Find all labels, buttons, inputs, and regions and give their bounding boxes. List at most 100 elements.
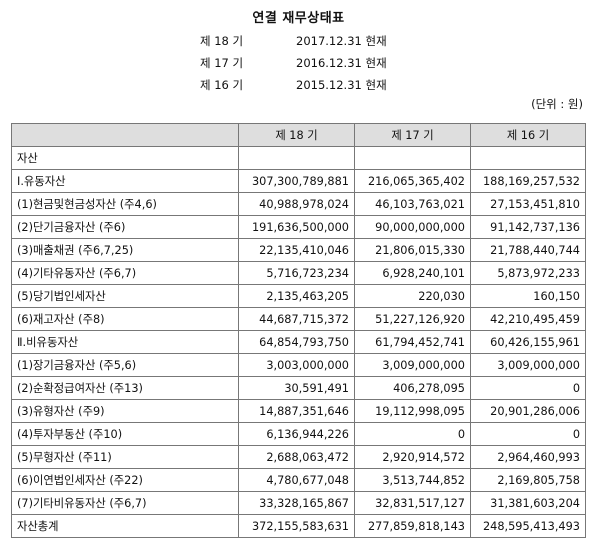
table-row: (5)무형자산 (주11) 2,688,063,472 2,920,914,572 2… [11, 445, 586, 469]
header-cell-period-16: 제 16 기 [470, 123, 586, 147]
period-row: 제 16 기 2015.12.31 현재 [200, 74, 387, 96]
amount-cell: 406,278,095 [354, 376, 471, 400]
account-name-cell: 자산총계 [11, 514, 239, 538]
amount-cell: 19,112,998,095 [354, 399, 471, 423]
amount-cell: 3,003,000,000 [238, 353, 355, 377]
table-row: (3)매출채권 (주6,7,25) 22,135,410,046 21,806,01… [11, 238, 586, 262]
account-name-cell: (1)장기금융자산 (주5,6) [11, 353, 239, 377]
table-row: (6)이연법인세자산 (주22) 4,780,677,048 3,513,744,8… [11, 468, 586, 492]
table-row: 자산총계 372,155,583,631 277,859,818,143 248,59… [11, 514, 586, 538]
account-name-cell: (5)무형자산 (주11) [11, 445, 239, 469]
account-name-cell: (4)기타유동자산 (주6,7) [11, 261, 239, 285]
amount-cell: 160,150 [470, 284, 586, 308]
amount-cell: 2,920,914,572 [354, 445, 471, 469]
account-name-cell: (4)투자부동산 (주10) [11, 422, 239, 446]
amount-cell: 5,873,972,233 [470, 261, 586, 285]
account-name-cell: (3)매출채권 (주6,7,25) [11, 238, 239, 262]
table-row: (5)당기법인세자산 2,135,463,205 220,030 160,150 [11, 284, 586, 308]
amount-cell: 14,887,351,646 [238, 399, 355, 423]
table-row: (7)기타비유동자산 (주6,7) 33,328,165,867 32,831,51… [11, 491, 586, 515]
amount-cell: 3,513,744,852 [354, 468, 471, 492]
amount-cell: 91,142,737,136 [470, 215, 586, 239]
account-name-cell: 자산 [11, 146, 239, 170]
balance-sheet-table: 제 18 기 제 17 기 제 16 기 자산 Ⅰ.유동자산 307,300,789… [11, 123, 586, 538]
amount-cell: 220,030 [354, 284, 471, 308]
table-row: (4)기타유동자산 (주6,7) 5,716,723,234 6,928,240,1… [11, 261, 586, 285]
amount-cell: 6,928,240,101 [354, 261, 471, 285]
amount-cell: 5,716,723,234 [238, 261, 355, 285]
amount-cell: 2,964,460,993 [470, 445, 586, 469]
amount-cell: 0 [354, 422, 471, 446]
account-name-cell: (2)순확정급여자산 (주13) [11, 376, 239, 400]
amount-cell: 3,009,000,000 [354, 353, 471, 377]
amount-cell: 188,169,257,532 [470, 169, 586, 193]
period-row: 제 17 기 2016.12.31 현재 [200, 52, 387, 74]
period-label: 제 16 기 [200, 78, 244, 92]
amount-cell: 33,328,165,867 [238, 491, 355, 515]
header-cell-period-18: 제 18 기 [238, 123, 355, 147]
table-row: (3)유형자산 (주9) 14,887,351,646 19,112,998,095… [11, 399, 586, 423]
amount-cell: 4,780,677,048 [238, 468, 355, 492]
account-name-cell: Ⅱ.비유동자산 [11, 330, 239, 354]
amount-cell: 60,426,155,961 [470, 330, 586, 354]
amount-cell: 2,688,063,472 [238, 445, 355, 469]
account-name-cell: (6)이연법인세자산 (주22) [11, 468, 239, 492]
table-row: Ⅱ.비유동자산 64,854,793,750 61,794,452,741 60,42… [11, 330, 586, 354]
table-header-row: 제 18 기 제 17 기 제 16 기 [11, 123, 586, 147]
amount-cell: 20,901,286,006 [470, 399, 586, 423]
table-row: (2)순확정급여자산 (주13) 30,591,491 406,278,095 0 [11, 376, 586, 400]
amount-cell: 22,135,410,046 [238, 238, 355, 262]
amount-cell [238, 146, 355, 170]
table-body: 자산 Ⅰ.유동자산 307,300,789,881 216,065,365,402 18… [11, 146, 586, 538]
amount-cell: 2,169,805,758 [470, 468, 586, 492]
unit-label: (단위 : 원) [531, 97, 583, 111]
amount-cell: 46,103,763,021 [354, 192, 471, 216]
table-row: (4)투자부동산 (주10) 6,136,944,226 0 0 [11, 422, 586, 446]
amount-cell: 51,227,126,920 [354, 307, 471, 331]
period-date: 2015.12.31 현재 [296, 78, 387, 92]
account-name-cell: (6)재고자산 (주8) [11, 307, 239, 331]
account-name-cell: (1)현금및현금성자산 (주4,6) [11, 192, 239, 216]
table-row: 자산 [11, 146, 586, 170]
amount-cell: 27,153,451,810 [470, 192, 586, 216]
amount-cell: 61,794,452,741 [354, 330, 471, 354]
amount-cell [470, 146, 586, 170]
amount-cell: 216,065,365,402 [354, 169, 471, 193]
amount-cell: 31,381,603,204 [470, 491, 586, 515]
amount-cell: 40,988,978,024 [238, 192, 355, 216]
period-label: 제 17 기 [200, 56, 244, 70]
amount-cell: 44,687,715,372 [238, 307, 355, 331]
amount-cell: 0 [470, 376, 586, 400]
amount-cell: 248,595,413,493 [470, 514, 586, 538]
amount-cell: 277,859,818,143 [354, 514, 471, 538]
table-row: (1)장기금융자산 (주5,6) 3,003,000,000 3,009,000,0… [11, 353, 586, 377]
amount-cell: 191,636,500,000 [238, 215, 355, 239]
amount-cell: 64,854,793,750 [238, 330, 355, 354]
account-name-cell: Ⅰ.유동자산 [11, 169, 239, 193]
table-row: (2)단기금융자산 (주6) 191,636,500,000 90,000,000,… [11, 215, 586, 239]
period-date: 2016.12.31 현재 [296, 56, 387, 70]
account-name-cell: (5)당기법인세자산 [11, 284, 239, 308]
amount-cell [354, 146, 471, 170]
account-name-cell: (7)기타비유동자산 (주6,7) [11, 491, 239, 515]
amount-cell: 30,591,491 [238, 376, 355, 400]
header-cell-period-17: 제 17 기 [354, 123, 471, 147]
amount-cell: 42,210,495,459 [470, 307, 586, 331]
table-row: (6)재고자산 (주8) 44,687,715,372 51,227,126,920… [11, 307, 586, 331]
period-label: 제 18 기 [200, 34, 244, 48]
statement-title: 연결 재무상태표 [252, 11, 345, 26]
amount-cell: 32,831,517,127 [354, 491, 471, 515]
amount-cell: 21,788,440,744 [470, 238, 586, 262]
amount-cell: 2,135,463,205 [238, 284, 355, 308]
account-name-cell: (3)유형자산 (주9) [11, 399, 239, 423]
amount-cell: 307,300,789,881 [238, 169, 355, 193]
amount-cell: 0 [470, 422, 586, 446]
amount-cell: 21,806,015,330 [354, 238, 471, 262]
amount-cell: 90,000,000,000 [354, 215, 471, 239]
amount-cell: 372,155,583,631 [238, 514, 355, 538]
table-row: (1)현금및현금성자산 (주4,6) 40,988,978,024 46,103,7… [11, 192, 586, 216]
header-cell-account [11, 123, 239, 147]
period-date: 2017.12.31 현재 [296, 34, 387, 48]
table-row: Ⅰ.유동자산 307,300,789,881 216,065,365,402 188,… [11, 169, 586, 193]
period-row: 제 18 기 2017.12.31 현재 [200, 30, 387, 52]
